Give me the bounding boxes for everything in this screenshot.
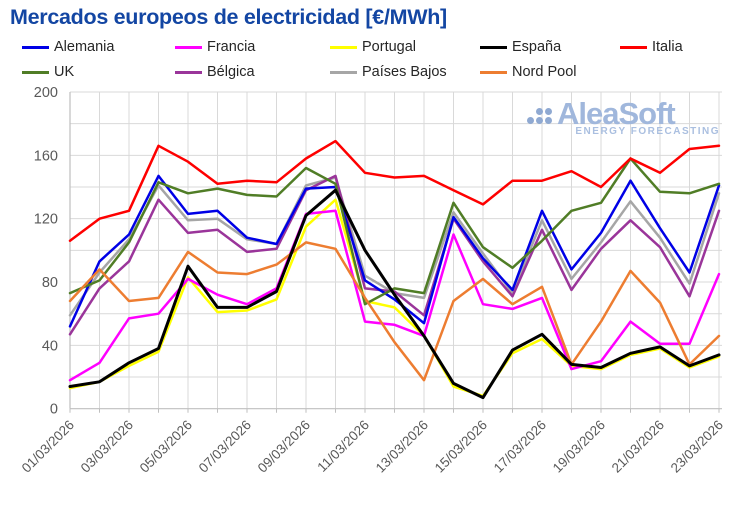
legend-label-nord-pool: Nord Pool	[512, 64, 577, 80]
legend-swatch-francia	[175, 45, 202, 49]
legend-item-francia: Francia	[175, 39, 255, 55]
series-line-espana	[68, 188, 721, 400]
series-lines	[68, 139, 721, 400]
legend-swatch-espana	[480, 45, 507, 49]
series-line-italia	[68, 139, 721, 243]
legend-swatch-uk	[22, 70, 49, 74]
legend-label-espana: España	[512, 39, 562, 55]
legend-item-portugal: Portugal	[330, 39, 416, 55]
legend-item-alemania: Alemania	[22, 39, 114, 55]
series-line-alemania	[68, 174, 721, 328]
x-tick-label: 15/03/2026	[432, 417, 490, 475]
y-tick-label: 160	[34, 148, 58, 164]
y-tick-label: 200	[34, 85, 58, 101]
x-tick-label: 05/03/2026	[137, 417, 195, 475]
x-axis-labels: 01/03/2026 03/03/2026 05/03/2026 07/03/2026…	[19, 417, 726, 475]
legend-item-paises-bajos: Países Bajos	[330, 64, 447, 80]
x-tick-label: 21/03/2026	[609, 417, 667, 475]
legend-swatch-portugal	[330, 45, 357, 49]
x-tick-label: 01/03/2026	[19, 417, 77, 475]
series-line-uk	[68, 157, 721, 306]
legend-label-italia: Italia	[652, 39, 683, 55]
x-tick-label: 19/03/2026	[550, 417, 608, 475]
legend-label-paises-bajos: Países Bajos	[362, 64, 447, 80]
legend-item-uk: UK	[22, 64, 74, 80]
legend-item-belgica: Bélgica	[175, 64, 255, 80]
aleasoft-dots-icon	[527, 108, 554, 126]
x-tick-label: 11/03/2026	[314, 417, 372, 475]
y-tick-label: 40	[42, 338, 58, 354]
y-tick-label: 120	[34, 212, 58, 228]
legend-label-uk: UK	[54, 64, 75, 80]
legend-label-alemania: Alemania	[54, 39, 115, 55]
legend-swatch-italia	[620, 45, 647, 49]
legend-item-nord-pool: Nord Pool	[480, 64, 576, 80]
legend-item-espana: España	[480, 39, 561, 55]
aleasoft-logo: AleaSoft ENERGY FORECASTING	[527, 96, 722, 137]
legend-label-belgica: Bélgica	[207, 64, 255, 80]
y-axis-labels: 0 40 80 120 160 200	[34, 85, 58, 418]
legend-swatch-paises-bajos	[330, 70, 357, 74]
axes	[69, 92, 722, 413]
series-line-nord-pool	[68, 241, 721, 382]
x-tick-label: 03/03/2026	[78, 417, 136, 475]
aleasoft-tagline: ENERGY FORECASTING	[575, 126, 720, 137]
legend: Alemania Francia Portugal España Italia UK Bél…	[0, 39, 730, 85]
y-tick-label: 0	[50, 402, 58, 418]
legend-label-portugal: Portugal	[362, 39, 417, 55]
x-tick-label: 23/03/2026	[668, 417, 726, 475]
gridlines	[70, 91, 722, 409]
x-tick-label: 09/03/2026	[255, 417, 313, 475]
x-tick-label: 07/03/2026	[196, 417, 254, 475]
legend-swatch-alemania	[22, 45, 49, 49]
chart-title: Mercados europeos de electricidad [€/MWh…	[10, 5, 447, 29]
y-tick-label: 80	[42, 275, 58, 291]
legend-swatch-belgica	[175, 70, 202, 74]
legend-item-italia: Italia	[620, 39, 683, 55]
legend-swatch-nord-pool	[480, 70, 507, 74]
x-tick-label: 13/03/2026	[373, 417, 431, 475]
legend-label-francia: Francia	[207, 39, 256, 55]
aleasoft-wordmark: AleaSoft	[557, 96, 676, 131]
x-tick-label: 17/03/2026	[491, 417, 549, 475]
series-line-belgica	[68, 174, 721, 336]
